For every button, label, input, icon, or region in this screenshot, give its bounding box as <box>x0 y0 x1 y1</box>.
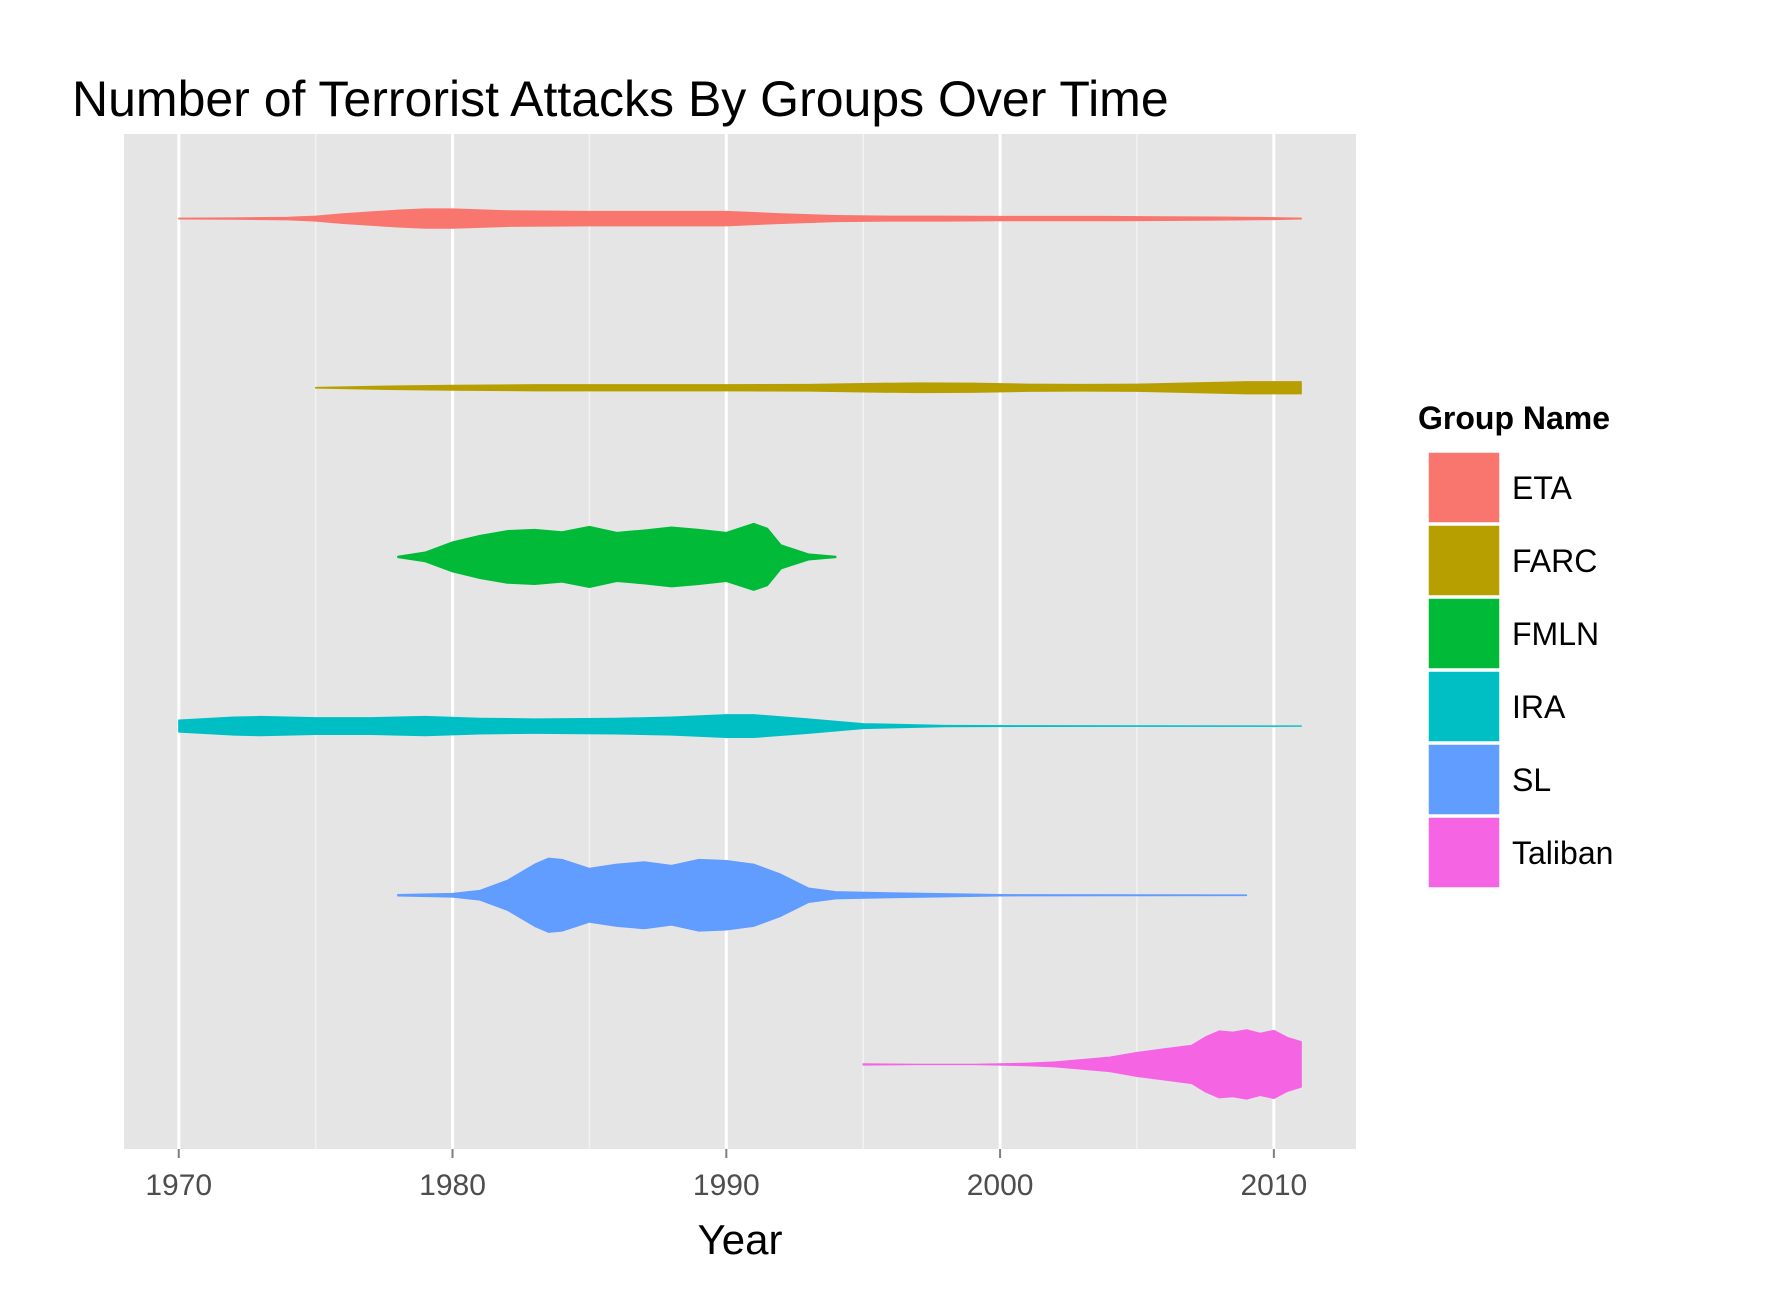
violin-taliban <box>862 1029 1302 1100</box>
violin-fmln <box>397 522 837 591</box>
legend-label-ira: IRA <box>1512 689 1566 725</box>
x-tick-label: 1990 <box>693 1169 760 1202</box>
legend-key-eta <box>1427 451 1501 524</box>
violin-ira <box>178 714 1302 739</box>
violins <box>178 208 1302 1100</box>
x-tick-label: 1970 <box>145 1169 212 1202</box>
major-gridlines <box>177 134 1276 1149</box>
x-tick-label: 1980 <box>419 1169 486 1202</box>
legend-key-taliban <box>1427 816 1501 889</box>
x-axis-title: Year <box>698 1216 783 1263</box>
legend-key-fmln <box>1427 597 1501 670</box>
legend-title: Group Name <box>1418 400 1610 436</box>
violin-sl <box>397 857 1248 933</box>
x-tick-label: 2000 <box>967 1169 1034 1202</box>
legend-label-eta: ETA <box>1512 470 1573 506</box>
plot-panel <box>124 134 1356 1149</box>
legend-label-sl: SL <box>1512 762 1551 798</box>
x-tick-label: 2010 <box>1240 1169 1307 1202</box>
violin-farc <box>315 381 1302 395</box>
chart-title: Number of Terrorist Attacks By Groups Ov… <box>72 71 1169 127</box>
x-axis-ticks <box>177 1149 1275 1158</box>
legend-label-farc: FARC <box>1512 543 1597 579</box>
legend: Group Name ETA FARC FMLN IRA SL Taliban <box>1418 400 1613 889</box>
legend-key-ira <box>1427 670 1501 743</box>
legend-key-sl <box>1427 743 1501 816</box>
x-axis-tick-labels: 1970 1980 1990 2000 2010 <box>145 1169 1307 1202</box>
minor-gridlines <box>314 134 1138 1149</box>
legend-label-fmln: FMLN <box>1512 616 1599 652</box>
legend-label-taliban: Taliban <box>1512 835 1613 871</box>
violin-eta <box>178 208 1302 229</box>
legend-key-farc <box>1427 524 1501 597</box>
